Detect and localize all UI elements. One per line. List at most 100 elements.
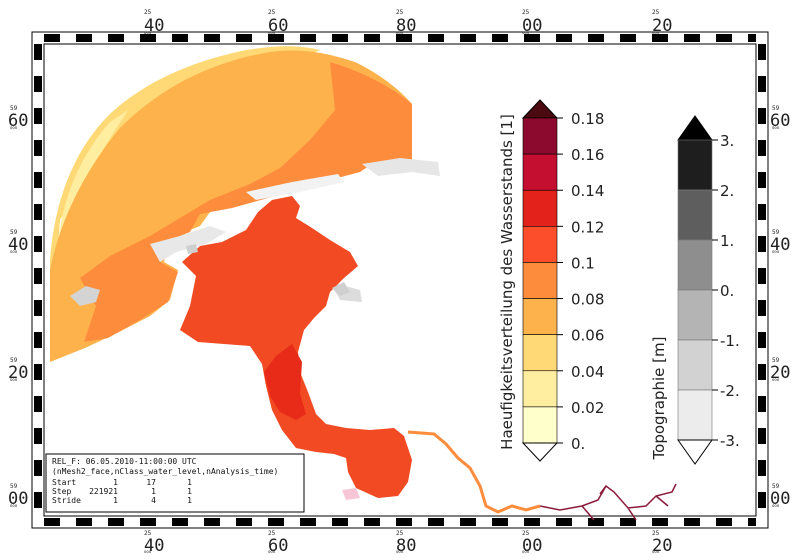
- info-row-a: 221921: [89, 487, 118, 496]
- island-2: [246, 174, 344, 200]
- lon-unit-label: ooo: [652, 30, 660, 35]
- lon-minute-label: 20: [652, 16, 672, 36]
- frame-tick-right: [758, 460, 766, 476]
- colorbar-water-segment: [522, 406, 558, 444]
- frame-tick-right: [758, 76, 766, 92]
- frame-tick-right: [758, 204, 766, 220]
- colorbar-water-segment: [522, 189, 558, 227]
- frame-tick-bottom: [748, 518, 756, 526]
- frame-tick-top: [108, 34, 124, 42]
- lat-unit-label: ooo: [10, 125, 18, 130]
- frame-tick-left: [34, 172, 42, 188]
- colorbar-topo-tick: -1.: [720, 332, 740, 350]
- frame-tick-top: [332, 34, 348, 42]
- colorbar-topo-segment: [677, 189, 713, 241]
- lon-unit-label: ooo: [268, 549, 276, 554]
- lat-minute-label: 60: [8, 111, 28, 131]
- frame-tick-left: [34, 236, 42, 252]
- lon-minute-label: 20: [652, 536, 672, 556]
- frame-tick-bottom: [396, 518, 412, 526]
- frame-tick-right: [758, 108, 766, 124]
- frame-tick-top: [364, 34, 380, 42]
- frame-tick-top: [44, 34, 60, 42]
- lon-degree-label: 25: [522, 530, 530, 537]
- frame-tick-top: [140, 34, 156, 42]
- frame-tick-top: [748, 34, 756, 42]
- island-3: [150, 226, 226, 262]
- frame-tick-bottom: [588, 518, 604, 526]
- frame-tick-left: [34, 492, 42, 508]
- info-row-a: 1: [113, 496, 118, 505]
- lon-degree-label: 25: [652, 530, 660, 537]
- lat-degree-label: 59: [10, 229, 18, 236]
- info-row-b: 17: [146, 478, 156, 487]
- frame-tick-bottom: [268, 518, 284, 526]
- frame-tick-right: [758, 172, 766, 188]
- colorbar-water-level: 0.18 0.16 0.14 0.12 0.1 0.08 0.06 0.04 0.02 0. Hae…: [498, 99, 604, 462]
- lon-unit-label: ooo: [522, 549, 530, 554]
- lat-minute-label: 40: [770, 235, 790, 255]
- region-0-08: [80, 62, 412, 342]
- frame-tick-left: [34, 108, 42, 124]
- lat-minute-label: 00: [770, 489, 790, 509]
- frame-tick-bottom: [44, 518, 60, 526]
- frame-tick-bottom: [172, 518, 188, 526]
- frame-tick-bottom: [108, 518, 124, 526]
- lon-minute-label: 60: [268, 536, 288, 556]
- colorbar-water-tick: 0.08: [571, 291, 604, 309]
- colorbar-water-tick: 0.1: [571, 254, 595, 272]
- lat-degree-label: 59: [10, 483, 18, 490]
- colorbar-topo-segment: [677, 389, 713, 441]
- colorbar-water-tick: 0.16: [571, 146, 604, 164]
- frame-tick-bottom: [332, 518, 348, 526]
- info-line-2: (nMesh2_face,nClass_water_level,nAnalysi…: [52, 467, 278, 476]
- colorbar-topo-tick: 2.: [720, 182, 734, 200]
- colorbar-topo-tick: 0.: [720, 282, 734, 300]
- lon-degree-label: 25: [144, 9, 152, 16]
- colorbar-water-tick: 0.04: [571, 363, 604, 381]
- info-box-frame: [45, 453, 305, 513]
- frame-tick-top: [396, 34, 412, 42]
- frame-tick-top: [428, 34, 444, 42]
- colorbar-water-segment: [522, 117, 558, 155]
- frame-tick-top: [652, 34, 668, 42]
- colorbar-topo-segment: [677, 289, 713, 341]
- lon-degree-label: 25: [396, 530, 404, 537]
- river-network: [539, 483, 677, 521]
- frame-tick-bottom: [140, 518, 156, 526]
- lat-degree-label: 59: [772, 229, 780, 236]
- colorbar-topo-title: Topographie [m]: [650, 337, 668, 461]
- frame-tick-bottom: [236, 518, 252, 526]
- lon-minute-label: 00: [522, 16, 542, 36]
- lat-unit-label: ooo: [772, 503, 780, 508]
- colorbar-water-segment: [522, 370, 558, 408]
- lon-degree-label: 25: [268, 9, 276, 16]
- info-row-name: Stride: [52, 496, 81, 505]
- colorbar-water-segment: [522, 334, 558, 372]
- frame-tick-top: [556, 34, 572, 42]
- lat-unit-label: ooo: [772, 125, 780, 130]
- lon-minute-label: 40: [144, 16, 164, 36]
- info-row-c: 1: [187, 487, 192, 496]
- colorbar-water-bottom-arrow: [521, 442, 559, 462]
- info-row-b: 1: [151, 487, 156, 496]
- frame-tick-top: [620, 34, 636, 42]
- colorbar-water-tick: 0.18: [571, 110, 604, 128]
- colorbar-topo-segment: [677, 139, 713, 191]
- lon-minute-label: 40: [144, 536, 164, 556]
- lat-degree-label: 59: [10, 357, 18, 364]
- lon-minute-label: 80: [396, 16, 416, 36]
- info-row-a: 1: [113, 478, 118, 487]
- lat-minute-label: 20: [770, 363, 790, 383]
- info-row-c: 1: [187, 478, 192, 487]
- frame-tick-bottom: [620, 518, 636, 526]
- frame-tick-right: [758, 236, 766, 252]
- frame-tick-top: [76, 34, 92, 42]
- colorbar-topo-tick: 1.: [720, 232, 734, 250]
- frame-tick-left: [34, 364, 42, 380]
- frame-tick-right: [758, 492, 766, 508]
- colorbar-topo-segment: [677, 339, 713, 391]
